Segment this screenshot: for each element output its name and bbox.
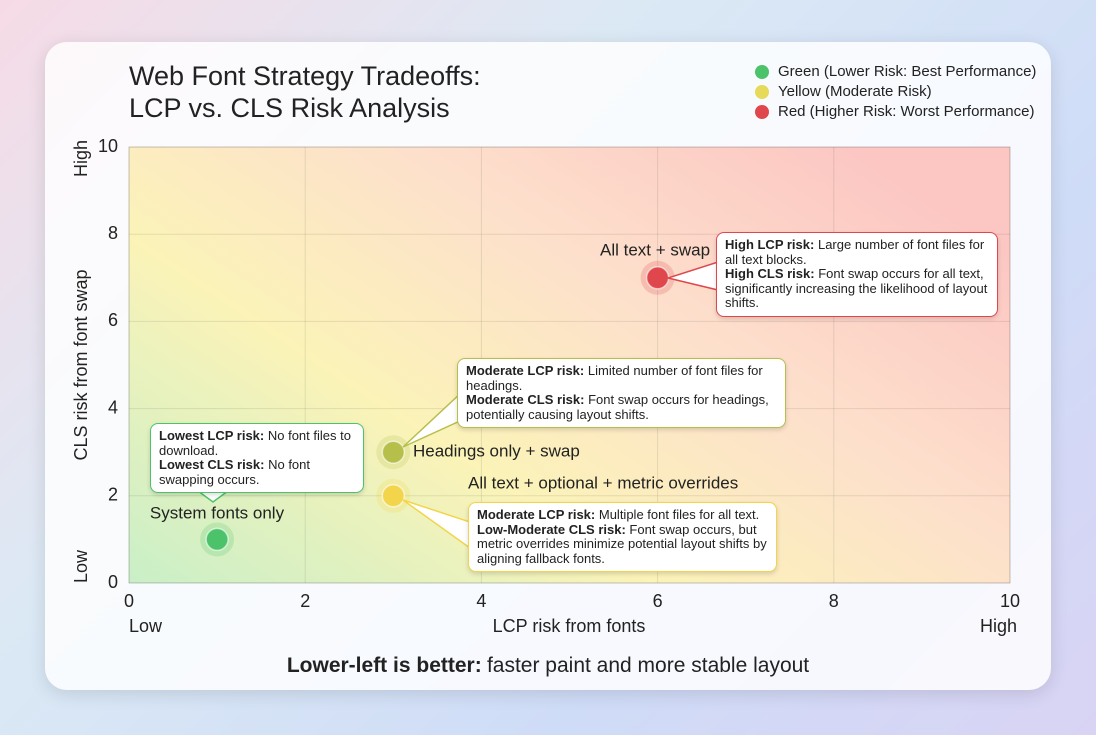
x-high-label: High (980, 616, 1017, 636)
point-label: System fonts only (150, 503, 285, 522)
callout-text: No font swapping occurs. (159, 457, 311, 487)
footer-bold: Lower-left is better: (286, 654, 482, 677)
y-tick-label: 6 (108, 310, 118, 330)
legend-swatch (755, 85, 769, 99)
y-tick-label: 0 (108, 572, 118, 592)
x-tick-label: 4 (476, 591, 486, 611)
point-label: Headings only + swap (413, 441, 580, 460)
callout-paragraph: High LCP risk: Large number of font files… (725, 237, 989, 267)
y-axis-label: CLS risk from font swap (71, 269, 91, 460)
x-low-label: Low (129, 616, 163, 636)
legend-label: Red (Higher Risk: Worst Performance) (778, 103, 1034, 120)
callout-text: Font swap occurs for all text, significa… (725, 266, 988, 310)
callout-paragraph: Moderate LCP risk: Limited number of font… (466, 363, 777, 393)
footer: Lower-left is better: faster paint and mo… (0, 654, 1096, 678)
callout-bold: Lowest LCP risk: (159, 428, 265, 443)
legend-label: Yellow (Moderate Risk) (778, 83, 932, 100)
y-high-label: High (71, 140, 91, 177)
point (381, 440, 406, 464)
callout-text: Multiple font files for all text. (598, 507, 760, 522)
callout-paragraph: Lowest LCP risk: No font files to downloa… (159, 428, 355, 458)
y-low-label: Low (71, 549, 91, 583)
x-tick-label: 6 (653, 591, 663, 611)
y-tick-label: 8 (108, 223, 118, 243)
chart-title: LCP vs. CLS Risk Analysis (129, 93, 450, 123)
callout-text: Font swap occurs, but metric overrides m… (477, 521, 767, 566)
point-label: All text + optional + metric overrides (468, 473, 738, 492)
x-tick-label: 8 (829, 591, 839, 611)
callout-paragraph: Lowest CLS risk: No font swapping occurs. (159, 457, 355, 487)
point (645, 266, 670, 290)
callout: High LCP risk: Large number of font files… (716, 232, 998, 317)
callout-text: Font swap occurs for headings, potential… (466, 392, 769, 422)
callout-bold: High CLS risk: (725, 266, 815, 281)
point (381, 484, 406, 508)
legend-swatch (755, 105, 769, 119)
callout-bold: Moderate LCP risk: (466, 363, 585, 378)
callout-paragraph: Moderate CLS risk: Font swap occurs for h… (466, 392, 777, 422)
y-tick-label: 2 (108, 485, 118, 505)
callout-bold: Moderate CLS risk: (466, 392, 585, 407)
callout-bold: Lowest CLS risk: (159, 457, 265, 472)
callout-text: Limited number of font files for heading… (466, 363, 763, 393)
callout-bold: Low-Moderate CLS risk: (477, 521, 626, 537)
x-tick-label: 0 (124, 591, 134, 611)
callout-paragraph: Low-Moderate CLS risk: Font swap occurs, … (477, 521, 768, 567)
callout: Moderate LCP risk: Limited number of font… (457, 358, 786, 428)
callout: Lowest LCP risk: No font files to downloa… (150, 423, 364, 493)
callout-paragraph: Moderate LCP risk: Multiple font files fo… (477, 507, 768, 523)
callout-text: Large number of font files for all text … (725, 237, 985, 267)
legend-swatch (755, 65, 769, 79)
y-tick-label: 10 (98, 136, 118, 156)
plot-frame (128, 146, 1011, 584)
chart-title: Web Font Strategy Tradeoffs: (129, 61, 481, 91)
callout-bold: High LCP risk: (725, 237, 815, 252)
callout: Moderate LCP risk: Multiple font files fo… (468, 502, 777, 572)
x-tick-label: 2 (300, 591, 310, 611)
point-label: All text + swap (600, 240, 710, 259)
callout-paragraph: High CLS risk: Font swap occurs for all t… (725, 266, 989, 311)
x-tick-label: 10 (1000, 591, 1020, 611)
point (205, 527, 229, 552)
callout-bold: Moderate LCP risk: (477, 507, 596, 522)
footer-text: faster paint and more stable layout (486, 654, 810, 677)
legend-label: Green (Lower Risk: Best Performance) (778, 63, 1036, 80)
x-axis-label: LCP risk from fonts (493, 616, 646, 636)
callout-text: No font files to download. (159, 428, 351, 458)
y-tick-label: 4 (108, 397, 118, 417)
